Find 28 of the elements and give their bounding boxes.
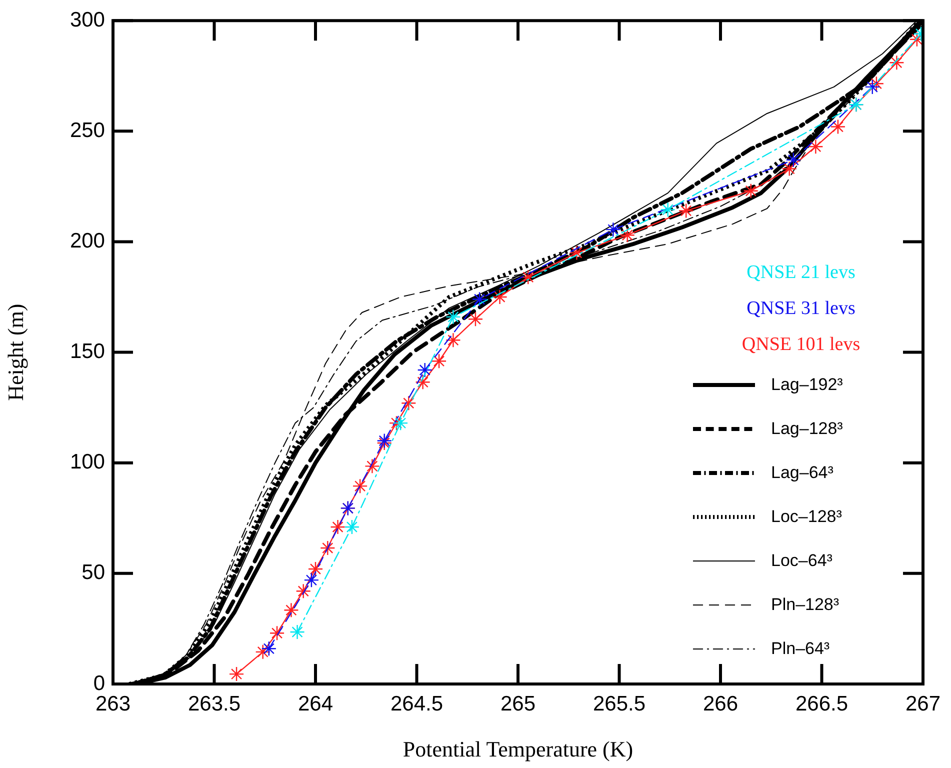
y-tick-label: 50 bbox=[82, 561, 105, 584]
y-tick-label: 200 bbox=[70, 230, 105, 253]
legend-label: Pln–64³ bbox=[771, 639, 830, 659]
x-tick-label: 264 bbox=[298, 692, 334, 716]
x-tick-label: 265.5 bbox=[592, 692, 646, 716]
x-axis-title: Potential Temperature (K) bbox=[402, 736, 634, 762]
x-tick-label: 263.5 bbox=[188, 692, 241, 716]
x-tick-label: 266.5 bbox=[795, 692, 848, 716]
y-tick-label: 300 bbox=[70, 8, 105, 32]
y-axis-title: Height (m) bbox=[2, 304, 28, 401]
text: QNSE 21 levs bbox=[746, 261, 856, 285]
x-tick-label: 267 bbox=[905, 692, 941, 716]
legend-label: Lag–128³ bbox=[771, 419, 843, 439]
text: QNSE 101 levs bbox=[740, 333, 862, 357]
x-tick-label: 263 bbox=[95, 692, 131, 716]
y-tick-label: 150 bbox=[70, 340, 105, 364]
legend-label: Lag–64³ bbox=[771, 463, 834, 483]
legend-label: Loc–64³ bbox=[771, 551, 832, 571]
legend-label: Lag–192³ bbox=[771, 375, 843, 395]
x-tick-label: 264.5 bbox=[390, 692, 444, 716]
y-tick-label: 0 bbox=[93, 672, 105, 695]
y-tick-label: 250 bbox=[70, 118, 105, 142]
y-tick-label: 100 bbox=[70, 450, 105, 474]
legend-label: Loc–128³ bbox=[771, 507, 842, 527]
legend-label: Pln–128³ bbox=[771, 595, 840, 615]
text: QNSE 31 levs bbox=[746, 297, 856, 321]
x-tick-label: 266 bbox=[702, 692, 738, 716]
x-tick-label: 265 bbox=[500, 692, 536, 716]
